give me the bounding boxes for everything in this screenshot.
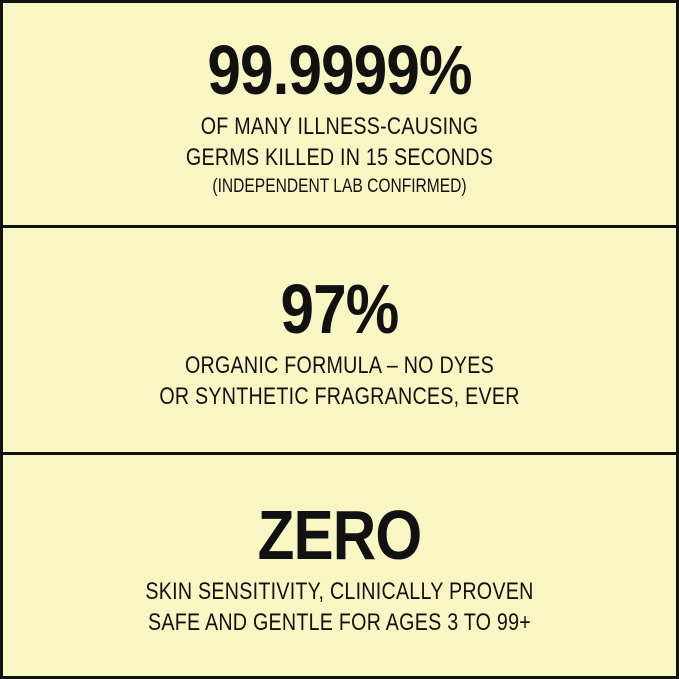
- stat-note: (INDEPENDENT LAB CONFIRMED): [212, 176, 467, 197]
- stat-line: SAFE AND GENTLE FOR AGES 3 TO 99+: [147, 609, 532, 636]
- stat-line: OF MANY ILLNESS-CAUSING: [200, 113, 479, 140]
- stat-headline: 99.9999%: [207, 31, 472, 109]
- stat-headline: ZERO: [257, 496, 423, 574]
- stat-line: GERMS KILLED IN 15 SECONDS: [185, 144, 494, 171]
- stat-line: SKIN SENSITIVITY, CLINICALLY PROVEN: [145, 578, 534, 605]
- stat-panel-germs: 99.9999% OF MANY ILLNESS-CAUSING GERMS K…: [3, 35, 676, 201]
- stat-panel-organic: 97% ORGANIC FORMULA – NO DYES OR SYNTHET…: [3, 274, 676, 412]
- divider: [3, 452, 676, 455]
- stat-line: OR SYNTHETIC FRAGRANCES, EVER: [159, 383, 520, 410]
- stat-headline: 97%: [280, 270, 400, 348]
- stat-line: ORGANIC FORMULA – NO DYES: [184, 352, 495, 379]
- stat-panel-sensitivity: ZERO SKIN SENSITIVITY, CLINICALLY PROVEN…: [3, 500, 676, 638]
- divider: [3, 225, 676, 228]
